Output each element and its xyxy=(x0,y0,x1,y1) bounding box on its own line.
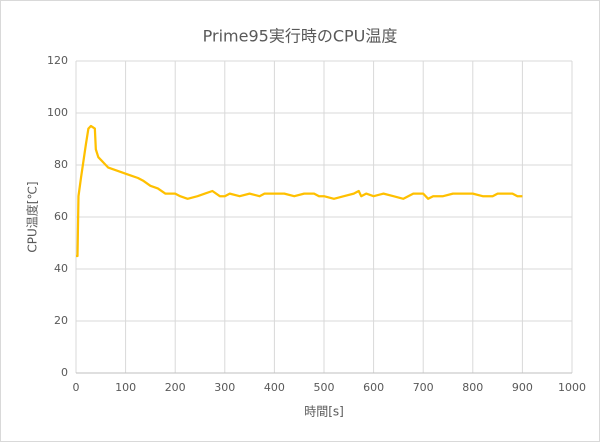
y-tick-label: 60 xyxy=(54,210,68,223)
x-tick-label: 1000 xyxy=(558,381,586,394)
y-tick-label: 0 xyxy=(61,366,68,379)
y-axis-title: CPU温度[℃] xyxy=(25,181,40,252)
y-tick-label: 80 xyxy=(54,158,68,171)
x-tick-label: 600 xyxy=(363,381,384,394)
x-tick-label: 400 xyxy=(264,381,285,394)
x-tick-label: 900 xyxy=(512,381,533,394)
x-tick-label: 800 xyxy=(462,381,483,394)
x-tick-label: 500 xyxy=(314,381,335,394)
x-tick-label: 300 xyxy=(214,381,235,394)
chart-title: Prime95実行時のCPU温度 xyxy=(203,27,398,46)
y-tick-label: 20 xyxy=(54,314,68,327)
data-line xyxy=(76,124,523,258)
x-tick-label: 100 xyxy=(115,381,136,394)
y-tick-label: 100 xyxy=(47,106,68,119)
y-tick-label: 40 xyxy=(54,262,68,275)
x-tick-label: 0 xyxy=(73,381,80,394)
x-tick-label: 200 xyxy=(165,381,186,394)
x-axis-title: 時間[s] xyxy=(304,405,344,419)
y-tick-label: 120 xyxy=(47,54,68,67)
x-tick-label: 700 xyxy=(413,381,434,394)
